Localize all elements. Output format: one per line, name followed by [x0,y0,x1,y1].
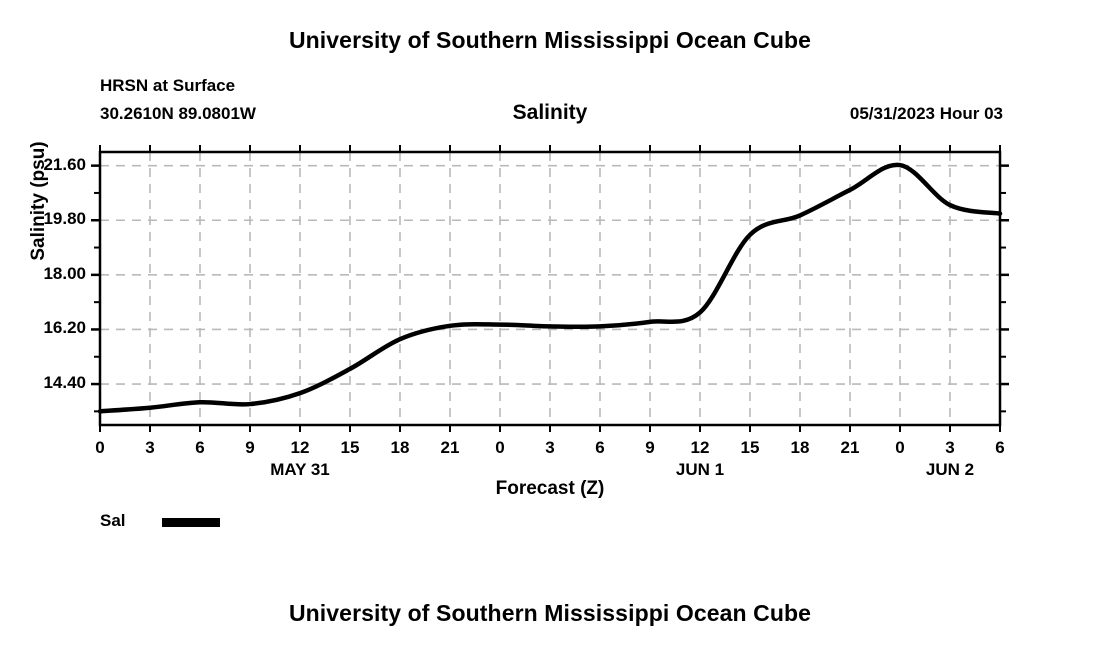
page-title: University of Southern Mississippi Ocean… [288,27,812,53]
x-tick-label: 15 [340,438,360,457]
y-tick-label: 19.80 [43,209,86,229]
x-tick-label: 12 [690,438,710,457]
x-axis-title: Forecast (Z) [495,478,605,499]
legend-label-sal: Sal [100,511,126,530]
x-tick-label: 21 [440,438,460,457]
y-tick-label: 21.60 [43,154,86,174]
station-label: HRSN at Surface [100,76,236,95]
coordinates-label: 30.2610N 89.0801W [100,104,256,123]
legend-swatch-sal [162,518,220,527]
x-tick-label: 0 [95,438,105,457]
x-tick-label: 3 [945,438,955,457]
x-tick-label: 12 [290,438,310,457]
x-tick-label: 6 [595,438,605,457]
plot-frame [98,150,1002,427]
y-tick-label: 18.00 [43,263,86,283]
x-tick-label: 21 [840,438,860,457]
x-tick-label: 18 [390,438,410,457]
x-tick-label: 9 [245,438,255,457]
x-tick-label: 6 [195,438,205,457]
gridlines [100,152,1000,425]
y-tick-label: 14.40 [43,373,86,393]
x-tick-label: 6 [995,438,1005,457]
x-tick-label: 15 [740,438,760,457]
x-tick-label: 3 [545,438,555,457]
x-tick-label: 9 [645,438,655,457]
day-label: MAY 31 [270,460,330,479]
x-tick-label: 0 [495,438,505,457]
x-tick-label: 0 [895,438,905,457]
salinity-line [97,162,1003,414]
x-tick-label: 18 [790,438,810,457]
day-label: JUN 2 [925,460,975,479]
y-tick-label: 16.20 [43,318,86,338]
parameter-title: Salinity [512,101,588,124]
day-label: JUN 1 [675,460,725,479]
x-tick-label: 3 [145,438,155,457]
forecast-timestamp: 05/31/2023 Hour 03 [849,104,1003,123]
footer-title: University of Southern Mississippi Ocean… [288,600,812,626]
